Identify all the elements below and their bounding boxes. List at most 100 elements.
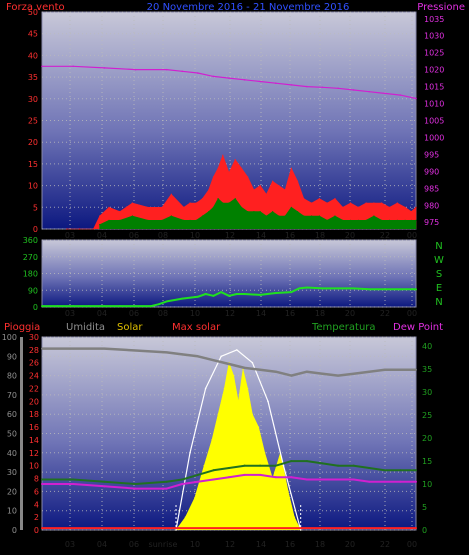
panel2-xtick-0: 03 [65,309,75,318]
humidity-point-11 [274,370,277,373]
humidity-point-4 [165,351,168,354]
pressure-point-8 [228,77,230,79]
direction-point-15 [228,294,230,297]
compass-w: W [434,255,444,266]
temperature-point-15 [337,464,340,467]
panel3-ytick-temp-3: 15 [422,457,432,466]
wind-point-33 [326,202,328,204]
panel3-ytick-rain-7: 14 [29,436,39,445]
direction-point-2 [72,305,75,308]
panel1-ytick-right-1: 980 [424,201,439,210]
gust-point-14 [222,202,224,204]
gust-point-3 [131,215,133,217]
panel2-xtick-6: 14 [256,309,266,318]
panel3-ytick-rain-15: 30 [29,333,39,342]
dew-point-point-17 [368,480,371,483]
gust-point-36 [373,215,375,217]
humidity-point-5 [181,353,184,356]
gust-point-30 [326,219,328,221]
direction-point-24 [337,287,340,290]
panel1-ytick-right-2: 985 [424,184,439,193]
panel3-xtick-4: 10 [190,540,200,549]
direction-point-18 [259,293,262,296]
panel2-xtick-9: 20 [345,309,355,318]
gust-point-17 [240,206,243,208]
panel1-xtick-4: 10 [190,231,200,240]
dew-point-point-3 [134,487,137,490]
direction-point-6 [134,305,137,308]
dew-point-point-13 [305,478,308,481]
panel3-ytick-humidity-8: 80 [7,372,17,381]
wind-point-5 [119,211,121,213]
solar-point-17 [287,490,289,492]
wind-point-27 [284,189,286,191]
panel3-ytick-rain-3: 6 [34,487,39,496]
gust-point-1 [108,219,110,221]
solar-point-11 [247,387,249,390]
wind-point-4 [108,206,110,208]
wind-point-41 [388,206,391,208]
panel1-xtick-9: 20 [345,231,355,240]
direction-point-20 [290,291,293,294]
solar-point-18 [293,516,296,518]
direction-point-14 [220,291,223,294]
series-solar-area [175,362,301,531]
direction-point-7 [150,305,153,308]
direction-point-25 [352,287,355,290]
temperature-point-13 [305,460,308,463]
panel3-ytick-humidity-7: 70 [7,391,17,400]
panel3-ytick-rain-12: 24 [29,372,39,381]
series-direction-line [42,286,416,308]
gust-point-4 [147,219,149,221]
pressure-point-18 [384,92,386,95]
wind-point-18 [228,171,230,174]
gust-point-25 [290,206,292,208]
legend-max-solar: Max solar [172,322,221,333]
humidity-point-7 [212,359,215,362]
panel3-ytick-temp-2: 10 [422,480,432,489]
gust-point-2 [119,219,121,221]
solar-point-9 [237,400,239,402]
wind-point-34 [334,198,336,200]
max-solar-point-7 [282,464,285,467]
gust-point-33 [349,219,352,221]
direction-point-1 [56,305,59,308]
wind-point-23 [259,185,261,187]
panel1-ytick-left-5: 25 [28,117,38,126]
panel3-ytick-temp-7: 35 [422,365,432,374]
gust-point-28 [310,215,313,217]
wind-point-13 [201,198,204,200]
wind-point-1 [78,228,80,230]
legend-solar: Solar [117,322,143,333]
gust-point-9 [195,219,197,221]
humidity-point-16 [352,372,355,375]
panel3-xtick-1: 04 [97,540,107,549]
gust-point-40 [404,219,406,221]
wind-point-28 [290,167,292,169]
panel1-ytick-right-9: 1020 [424,66,444,75]
gust-point-20 [259,211,261,213]
gust-point-38 [388,219,391,221]
panel1-ytick-right-6: 1005 [424,117,444,126]
dew-point-point-18 [383,480,386,483]
gust-point-11 [208,211,210,213]
panel2-xtick-4: 10 [190,309,200,318]
dew-point-point-7 [212,478,215,481]
humidity-point-18 [383,368,386,371]
panel1-ytick-right-12: 1035 [424,15,444,24]
compass-e: E [436,283,442,294]
solar-point-6 [223,387,225,390]
panel3-ytick-rain-2: 4 [34,500,39,509]
panel3-ytick-humidity-9: 90 [7,352,17,361]
temperature-point-3 [134,483,137,486]
panel3-ytick-temp-5: 25 [422,411,432,420]
panel3-ytick-temp-4: 20 [422,434,432,443]
wind-point-16 [217,167,219,169]
legend-dew-point: Dew Point [393,322,443,333]
wind-point-14 [208,189,210,191]
rain-point-0 [41,527,43,530]
temperature-point-2 [103,480,106,483]
pressure-point-13 [306,85,308,88]
humidity-point-17 [368,370,371,373]
